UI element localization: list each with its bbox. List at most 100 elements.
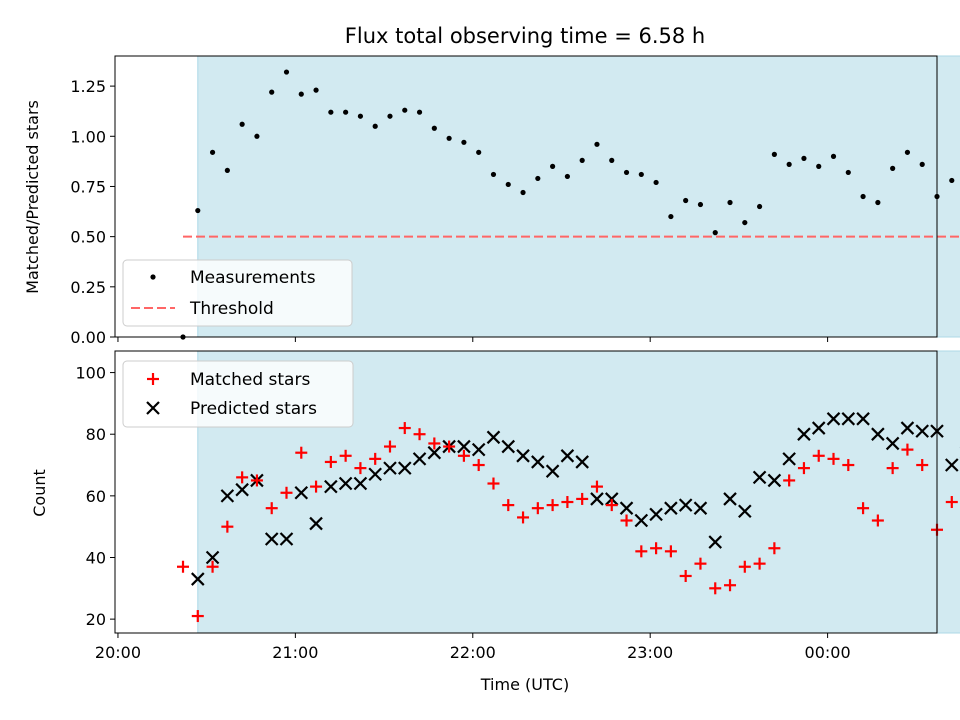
bot-y-tick-label: 40	[86, 548, 106, 567]
matched-point	[383, 440, 396, 453]
predicted-point	[545, 464, 560, 478]
predicted-point	[811, 421, 826, 435]
measurement-point	[668, 213, 674, 220]
measurement-point	[875, 199, 881, 206]
predicted-point	[368, 467, 382, 482]
x-tick-label: 00:00	[805, 643, 851, 662]
measurement-point	[845, 169, 851, 176]
matched-point	[709, 582, 722, 595]
matched-point	[369, 452, 382, 465]
measurement-point	[313, 87, 319, 93]
measurement-point	[860, 193, 866, 200]
matched-point	[546, 499, 559, 512]
matched-point	[324, 455, 337, 468]
matched-point	[768, 542, 781, 555]
bot-y-tick-label: 20	[86, 610, 106, 629]
count-y-axis-label: Count	[30, 469, 49, 517]
predicted-point	[634, 513, 649, 528]
measurement-point	[609, 157, 615, 163]
predicted-point	[338, 476, 353, 491]
matched-point	[650, 542, 663, 555]
matched-point	[635, 545, 648, 558]
matched-point	[428, 437, 441, 450]
measurement-point	[771, 151, 777, 157]
top-y-tick-label: 0.00	[70, 328, 106, 347]
legend-predicted-marker	[146, 401, 160, 415]
measurement-point	[727, 199, 733, 206]
predicted-point	[723, 492, 737, 506]
matched-point	[250, 474, 263, 487]
legend-measurement-marker	[150, 274, 156, 280]
matched-point	[797, 462, 810, 475]
matched-point	[590, 480, 603, 493]
matched-point	[191, 610, 204, 623]
matched-point	[221, 520, 234, 533]
matched-point	[413, 428, 426, 441]
top-y-tick-label: 0.75	[70, 177, 106, 196]
measurement-point	[756, 203, 763, 210]
top-y-tick-label: 0.50	[70, 228, 106, 247]
matched-point	[280, 486, 293, 499]
measurement-point	[298, 91, 304, 97]
matched-point	[753, 557, 766, 570]
matched-point	[842, 459, 855, 472]
bot-y-tick-label: 60	[86, 487, 106, 506]
top-y-tick-label: 0.25	[70, 278, 106, 297]
measurement-point	[239, 121, 245, 127]
x-tick-label: 22:00	[450, 643, 496, 662]
predicted-point	[738, 504, 752, 519]
matched-point	[620, 514, 633, 527]
measurement-point	[446, 135, 452, 141]
predicted-point	[397, 461, 412, 475]
matched-point	[177, 560, 190, 573]
legend-matched-label: Matched stars	[190, 370, 310, 390]
count-legend-box	[122, 360, 354, 428]
matched-point	[443, 440, 456, 453]
predicted-point	[457, 439, 471, 454]
matched-point	[398, 422, 411, 435]
predicted-point	[590, 492, 604, 506]
predicted-point	[678, 498, 693, 512]
measurement-point	[328, 109, 334, 115]
measurement-point	[564, 173, 570, 180]
bot-y-tick-label: 80	[86, 425, 106, 444]
predicted-point	[383, 461, 397, 475]
matched-point	[487, 477, 500, 490]
measurement-point	[461, 139, 467, 145]
matched-point	[354, 462, 367, 475]
ratio-legend: Measurements Threshold	[122, 259, 353, 327]
matched-point	[265, 502, 278, 515]
matched-point	[295, 446, 308, 459]
predicted-point	[220, 489, 235, 503]
predicted-point	[560, 449, 575, 463]
matched-point	[857, 502, 870, 515]
measurement-point	[209, 149, 216, 155]
measurement-point	[623, 169, 630, 176]
matched-point	[724, 579, 737, 592]
matched-point	[783, 474, 796, 487]
matched-point	[517, 511, 530, 524]
matched-point	[502, 499, 515, 512]
legend-measurements-label: Measurements	[190, 268, 316, 288]
predicted-point	[797, 427, 811, 441]
predicted-point	[841, 412, 856, 426]
measurement-point	[224, 167, 230, 174]
measurement-point	[550, 163, 556, 169]
legend-matched-marker	[147, 373, 159, 385]
measurement-point	[890, 165, 896, 171]
predicted-point	[531, 455, 545, 469]
predicted-point	[501, 439, 516, 454]
predicted-point	[486, 430, 501, 445]
measurement-point	[520, 189, 526, 196]
predicted-point	[885, 436, 900, 451]
predicted-point	[279, 532, 294, 546]
measurement-point	[490, 171, 497, 178]
predicted-point	[945, 458, 959, 472]
matched-point	[206, 560, 219, 573]
predicted-point	[264, 532, 279, 546]
measurement-point	[505, 181, 511, 188]
ratio-panel: 0.00 0.25 0.50 0.75 1.00 1.25 Matched/Predict…	[23, 55, 960, 347]
predicted-point	[427, 445, 442, 460]
